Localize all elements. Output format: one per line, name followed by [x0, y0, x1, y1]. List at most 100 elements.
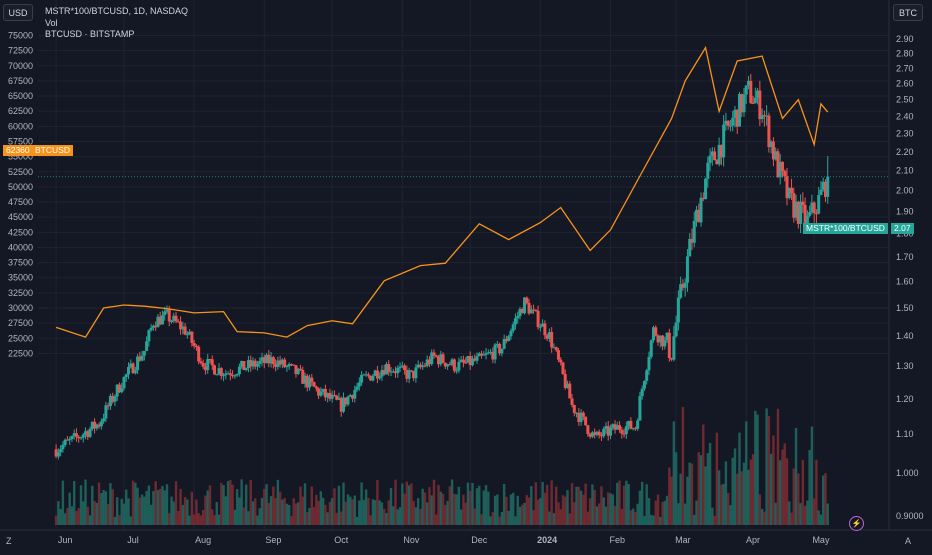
candle	[362, 373, 366, 376]
volume-bar	[416, 498, 420, 525]
volume-bar	[226, 481, 230, 525]
candle	[552, 343, 556, 349]
candle	[355, 382, 359, 392]
candle	[604, 422, 608, 434]
lightning-icon[interactable]: ⚡	[849, 516, 864, 531]
volume-bar	[75, 510, 78, 525]
candle	[731, 110, 735, 132]
volume-bar	[163, 490, 166, 525]
volume-bar	[711, 507, 714, 525]
left-tick-label: 75000	[8, 31, 33, 41]
volume-bar	[181, 504, 185, 525]
right-currency-button[interactable]: BTC	[893, 4, 923, 21]
candle	[255, 360, 259, 371]
volume-bar	[459, 509, 463, 525]
candle	[154, 321, 158, 331]
volume-bar	[104, 491, 108, 525]
zoom-button[interactable]: Z	[6, 536, 12, 546]
volume-bar	[527, 497, 531, 525]
candle	[547, 328, 551, 343]
volume-bar	[394, 479, 397, 525]
volume-bar	[122, 503, 126, 525]
volume-bar	[229, 479, 232, 525]
candle	[518, 306, 522, 320]
volume-bar	[86, 506, 89, 525]
candle	[502, 334, 506, 350]
volume-bar	[530, 486, 533, 525]
candle	[427, 356, 431, 368]
candle	[740, 93, 744, 118]
candle	[54, 444, 58, 459]
right-tick-label: 1.30	[896, 361, 914, 371]
volume-bar	[690, 463, 694, 525]
volume-bar	[509, 494, 513, 525]
candle	[464, 357, 468, 365]
volume-bar	[287, 504, 291, 525]
volume-bar	[283, 498, 286, 525]
candle	[597, 429, 601, 439]
volume-bar	[650, 514, 653, 525]
candle	[339, 396, 343, 417]
volume-bar	[147, 485, 151, 525]
volume-bar	[665, 495, 669, 525]
candle	[475, 352, 479, 364]
candle	[373, 369, 377, 377]
auto-scale-button[interactable]: A	[905, 536, 912, 546]
candle	[269, 351, 273, 368]
candle	[165, 305, 169, 314]
candle	[192, 339, 196, 349]
volume-bar	[683, 503, 687, 525]
volume-bar	[154, 481, 157, 525]
candle	[194, 344, 198, 351]
volume-bar	[256, 515, 259, 525]
candle	[394, 366, 398, 378]
volume-bar	[168, 513, 171, 525]
candle	[651, 325, 655, 343]
volume-bar	[120, 498, 123, 525]
candle	[305, 373, 309, 392]
candle	[674, 315, 678, 338]
candle	[681, 279, 685, 291]
right-tick-label: 2.20	[896, 147, 914, 157]
volume-bar	[310, 486, 314, 525]
candle	[174, 311, 178, 324]
volume-bar	[715, 432, 719, 525]
volume-bar	[389, 487, 393, 525]
candle	[160, 310, 164, 325]
candle	[414, 364, 418, 383]
candle	[72, 429, 76, 440]
volume-bar	[91, 485, 94, 525]
volume-bar	[140, 494, 144, 525]
candle	[99, 418, 103, 430]
candle	[398, 362, 402, 373]
candle	[222, 372, 226, 382]
candle	[609, 424, 613, 440]
volume-bar	[410, 483, 413, 525]
volume-bar	[627, 484, 630, 525]
candle	[751, 95, 755, 105]
volume-bar	[364, 489, 368, 525]
candle	[348, 393, 352, 397]
candle	[656, 334, 660, 346]
left-currency-button[interactable]: USD	[3, 4, 33, 21]
volume-bar	[220, 482, 223, 525]
left-tick-label: 62500	[8, 106, 33, 116]
candle	[590, 431, 594, 439]
volume-bar	[373, 500, 377, 525]
left-tick-label: 60000	[8, 121, 33, 131]
volume-bar	[570, 483, 574, 525]
volume-bar	[421, 488, 424, 525]
volume-bar	[57, 501, 60, 525]
volume-bar	[100, 493, 103, 525]
volume-bar	[607, 492, 610, 525]
candle	[61, 441, 65, 453]
candle	[509, 328, 513, 340]
volume-bar	[129, 516, 132, 525]
candle	[473, 354, 477, 362]
volume-bar	[545, 484, 549, 525]
candle	[237, 363, 241, 377]
candle	[102, 413, 106, 424]
volume-bar	[106, 504, 110, 525]
